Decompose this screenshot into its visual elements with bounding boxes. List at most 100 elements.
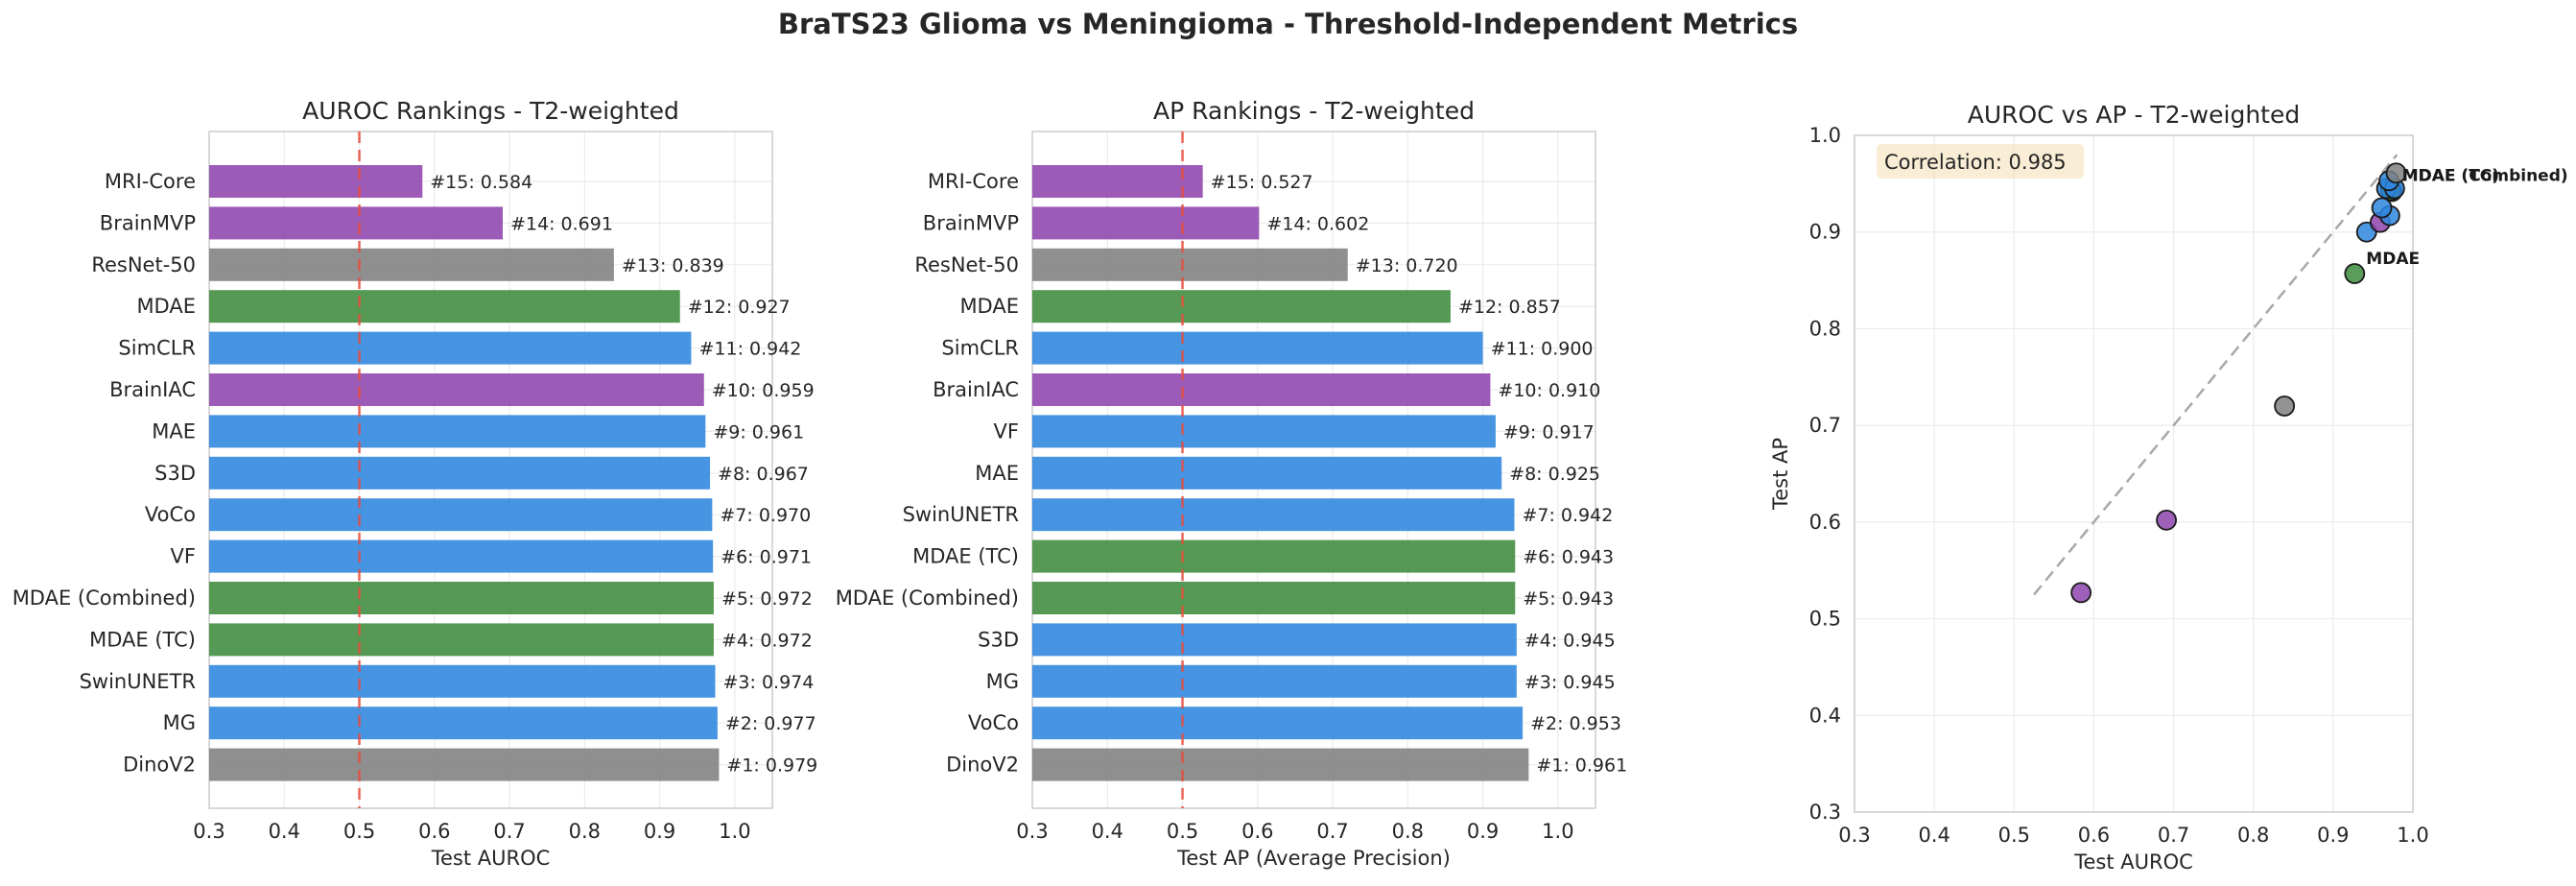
ap-bar	[1032, 706, 1524, 740]
auroc-vs-ap-scatter-panel: MDAE MDAE (TC)MDAE (Combined) Correlation:…	[1769, 101, 2568, 874]
ap-bar	[1032, 456, 1502, 490]
scatter-y-tick-label: 0.8	[1809, 317, 1841, 340]
ap-category-tick-label: DinoV2	[946, 754, 1019, 777]
ap-bar-value-label: #14: 0.602	[1266, 213, 1369, 234]
ap-category-tick-label: SimCLR	[941, 337, 1019, 360]
scatter-x-tick-label: 0.5	[1998, 824, 2030, 847]
ap-bar	[1032, 373, 1491, 406]
auroc-category-tick-label: MRI-Core	[105, 170, 196, 193]
auroc-bar-value-label: #12: 0.927	[688, 297, 791, 318]
ap-category-tick-label: BrainIAC	[933, 378, 1019, 401]
ap-bar	[1032, 331, 1483, 365]
ap-category-tick-label: SwinUNETR	[903, 503, 1019, 526]
ap-category-tick-label: BrainMVP	[923, 211, 1019, 234]
auroc-category-tick-label: ResNet-50	[91, 253, 196, 276]
auroc-x-tick-label: 0.8	[569, 820, 601, 843]
auroc-bar	[209, 373, 704, 406]
ap-category-tick-label: MDAE (TC)	[912, 545, 1019, 568]
ap-x-tick-label: 1.0	[1542, 820, 1573, 843]
ap-bar	[1032, 664, 1517, 698]
ap-bar-value-label: #13: 0.720	[1356, 255, 1458, 276]
ap-bar-value-label: #9: 0.917	[1503, 421, 1595, 443]
ap-category-tick-label: VoCo	[968, 711, 1019, 734]
scatter-x-axis-label: Test AUROC	[2073, 850, 2193, 874]
ap-bar	[1032, 623, 1517, 657]
ap-x-tick-label: 0.3	[1016, 820, 1048, 843]
ap-category-tick-label: ResNet-50	[914, 253, 1019, 276]
auroc-bar-value-label: #3: 0.974	[723, 672, 815, 693]
scatter-y-axis-label: Test AP	[1769, 438, 1792, 511]
scatter-point	[2156, 509, 2177, 531]
auroc-x-tick-label: 0.5	[343, 820, 375, 843]
auroc-bar-value-label: #4: 0.972	[721, 630, 813, 651]
auroc-category-tick-label: MDAE (Combined)	[12, 587, 196, 610]
auroc-x-tick-label: 1.0	[719, 820, 750, 843]
ap-bar	[1032, 290, 1451, 323]
scatter-y-tick-label: 1.0	[1809, 124, 1841, 147]
ap-bar-value-label: #12: 0.857	[1458, 297, 1561, 318]
ap-category-tick-label: MDAE	[959, 295, 1019, 318]
ap-bar-value-label: #2: 0.953	[1530, 713, 1621, 734]
ap-x-tick-label: 0.6	[1241, 820, 1273, 843]
scatter-y-tick-label: 0.7	[1809, 414, 1841, 437]
auroc-bar-value-label: #9: 0.961	[713, 421, 804, 443]
auroc-bar-value-label: #6: 0.971	[721, 547, 812, 568]
ap-rankings-panel: #15: 0.527 MRI-Core #14: 0.602 BrainMVP #13:…	[836, 97, 1627, 870]
ap-bar-value-label: #6: 0.943	[1523, 547, 1614, 568]
scatter-diagonal-line	[2033, 154, 2399, 596]
auroc-bar-value-label: #10: 0.959	[712, 380, 815, 401]
scatter-y-tick-label: 0.4	[1809, 704, 1841, 727]
scatter-point	[2385, 162, 2407, 184]
figure-title: BraTS23 Glioma vs Meningioma - Threshold…	[777, 8, 1799, 40]
auroc-category-tick-label: SwinUNETR	[80, 670, 196, 693]
auroc-bar-value-label: #11: 0.942	[698, 339, 801, 360]
auroc-x-tick-label: 0.4	[269, 820, 300, 843]
scatter-x-tick-label: 0.7	[2158, 824, 2189, 847]
auroc-x-tick-label: 0.9	[644, 820, 675, 843]
ap-panel-title: AP Rankings - T2-weighted	[1153, 97, 1475, 125]
ap-x-tick-label: 0.9	[1467, 820, 1499, 843]
ap-bar	[1032, 748, 1529, 781]
scatter-point	[2371, 197, 2393, 219]
auroc-bar-value-label: #1: 0.979	[726, 755, 817, 777]
ap-category-tick-label: MDAE (Combined)	[836, 587, 1019, 610]
ap-category-tick-label: MRI-Core	[928, 170, 1019, 193]
ap-x-tick-label: 0.5	[1167, 820, 1198, 843]
ap-x-axis-label: Test AP (Average Precision)	[1176, 847, 1451, 870]
ap-bar-value-label: #10: 0.910	[1498, 380, 1600, 401]
auroc-bar-value-label: #2: 0.977	[725, 713, 816, 734]
auroc-bar	[209, 623, 714, 657]
auroc-panel-title: AUROC Rankings - T2-weighted	[302, 97, 679, 125]
auroc-category-tick-label: MDAE (TC)	[89, 628, 196, 651]
auroc-bar-value-label: #8: 0.967	[718, 464, 809, 485]
scatter-panel-title: AUROC vs AP - T2-weighted	[1968, 101, 2300, 129]
scatter-y-tick-label: 0.3	[1809, 801, 1841, 824]
auroc-category-tick-label: SimCLR	[118, 337, 196, 360]
scatter-point-label: MDAE (TC)	[2402, 166, 2499, 185]
scatter-point	[2274, 395, 2296, 417]
auroc-bar	[209, 706, 718, 740]
scatter-y-tick-label: 0.6	[1809, 511, 1841, 534]
ap-category-tick-label: MAE	[975, 462, 1019, 485]
ap-bar	[1032, 206, 1260, 240]
auroc-category-tick-label: BrainMVP	[100, 211, 196, 234]
auroc-category-tick-label: MAE	[152, 419, 196, 443]
scatter-point	[2344, 263, 2366, 284]
correlation-annotation: Correlation: 0.985	[1884, 151, 2067, 174]
auroc-category-tick-label: BrainIAC	[109, 378, 196, 401]
scatter-x-tick-label: 0.3	[1838, 824, 1870, 847]
auroc-bar	[209, 206, 504, 240]
auroc-category-tick-label: MDAE	[136, 295, 196, 318]
ap-x-tick-label: 0.8	[1392, 820, 1424, 843]
auroc-bar-value-label: #15: 0.584	[430, 172, 532, 193]
auroc-bar-value-label: #14: 0.691	[510, 213, 613, 234]
auroc-bar	[209, 664, 716, 698]
auroc-bar	[209, 331, 692, 365]
scatter-x-tick-label: 1.0	[2397, 824, 2428, 847]
ap-bar	[1032, 582, 1516, 614]
ap-bar	[1032, 539, 1516, 573]
scatter-point-label: MDAE (Combined)	[2402, 166, 2568, 185]
auroc-x-tick-label: 0.6	[418, 820, 450, 843]
auroc-rankings-panel: #15: 0.584 MRI-Core #14: 0.691 BrainMVP #13:…	[12, 97, 818, 870]
auroc-x-tick-label: 0.7	[493, 820, 525, 843]
